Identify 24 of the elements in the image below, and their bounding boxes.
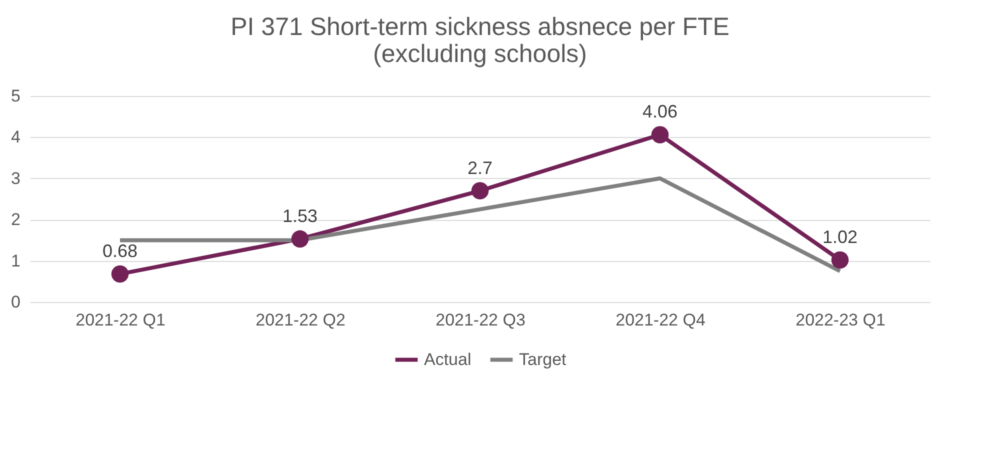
data-label: 1.02: [822, 226, 858, 247]
x-tick-label: 2021-22 Q4: [616, 310, 706, 330]
y-tick-label: 5: [11, 86, 20, 106]
point: [831, 251, 849, 269]
chart-title: PI 371 Short-term sickness absnece per FTE (excluding schools): [230, 13, 730, 68]
data-label: 0.68: [102, 240, 138, 261]
x-tick-label: 2022-23 Q1: [796, 310, 886, 330]
point: [291, 230, 309, 248]
legend-label: Target: [519, 350, 567, 369]
point: [471, 182, 489, 200]
data-label: 4.06: [642, 102, 678, 122]
y-tick-label: 2: [11, 210, 20, 230]
x-tick-label: 2021-22 Q3: [436, 310, 526, 330]
point: [111, 265, 129, 283]
y-tick-label: 3: [11, 168, 20, 188]
data-label: 1.53: [282, 206, 318, 226]
y-tick-label: 0: [11, 292, 20, 312]
data-label: 2.7: [467, 158, 493, 178]
legend-label: Actual: [424, 350, 472, 369]
x-tick-label: 2021-22 Q2: [256, 310, 346, 330]
y-tick-label: 4: [11, 128, 20, 147]
y-tick-label: 1: [11, 251, 20, 270]
point: [651, 126, 669, 144]
x-tick-label: 2021-22 Q1: [76, 310, 166, 330]
